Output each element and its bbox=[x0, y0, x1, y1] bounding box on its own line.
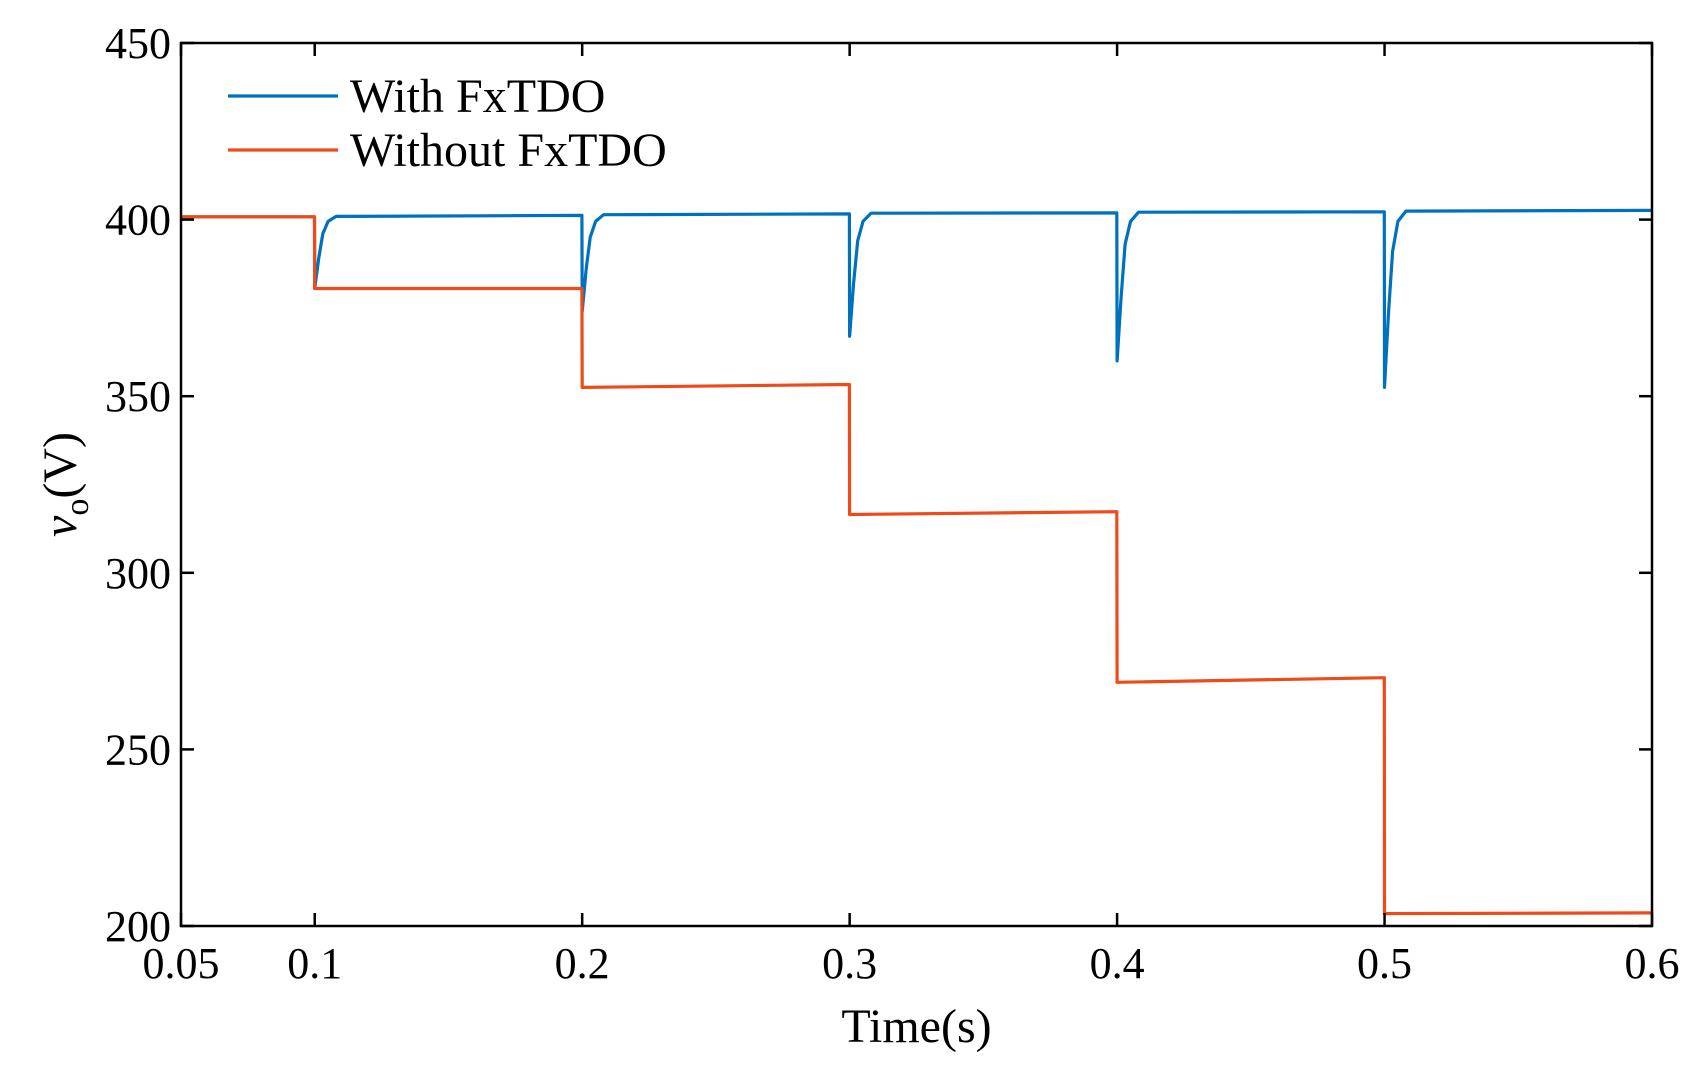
legend-label: Without FxTDO bbox=[350, 124, 667, 177]
series-layer bbox=[181, 208, 1653, 916]
y-axis-label-unit: (V) bbox=[34, 432, 87, 499]
plot-frame bbox=[179, 41, 1654, 928]
x-tick-label: 0.6 bbox=[1625, 939, 1680, 988]
x-tick-label: 0.5 bbox=[1357, 939, 1412, 988]
x-tick-label: 0.3 bbox=[822, 939, 877, 988]
y-tick-label: 200 bbox=[105, 902, 171, 951]
tick-labels-layer: 0.05 0.1 0.2 0.3 0.4 0.5 0.6 200 250 300 350 400 450 bbox=[105, 19, 1680, 988]
x-axis-label: Time(s) bbox=[841, 1000, 991, 1053]
x-tick-label: 0.4 bbox=[1090, 939, 1145, 988]
y-tick-label: 300 bbox=[105, 549, 171, 598]
x-tick-label: 0.05 bbox=[143, 939, 220, 988]
series-line-with-fxtdo bbox=[181, 208, 1653, 389]
y-tick-label: 450 bbox=[105, 19, 171, 68]
y-tick-label: 400 bbox=[105, 196, 171, 245]
y-axis-label-sub: o bbox=[59, 499, 96, 516]
y-tick-label: 350 bbox=[105, 372, 171, 421]
series-line-without-fxtdo bbox=[181, 215, 1653, 916]
y-axis-label: vo(V) bbox=[34, 432, 96, 537]
x-tick-label: 0.2 bbox=[555, 939, 610, 988]
x-tick-label: 0.1 bbox=[287, 939, 342, 988]
y-tick-label: 250 bbox=[105, 725, 171, 774]
y-axis-label-var: v bbox=[34, 515, 87, 537]
legend-label: With FxTDO bbox=[350, 70, 605, 123]
